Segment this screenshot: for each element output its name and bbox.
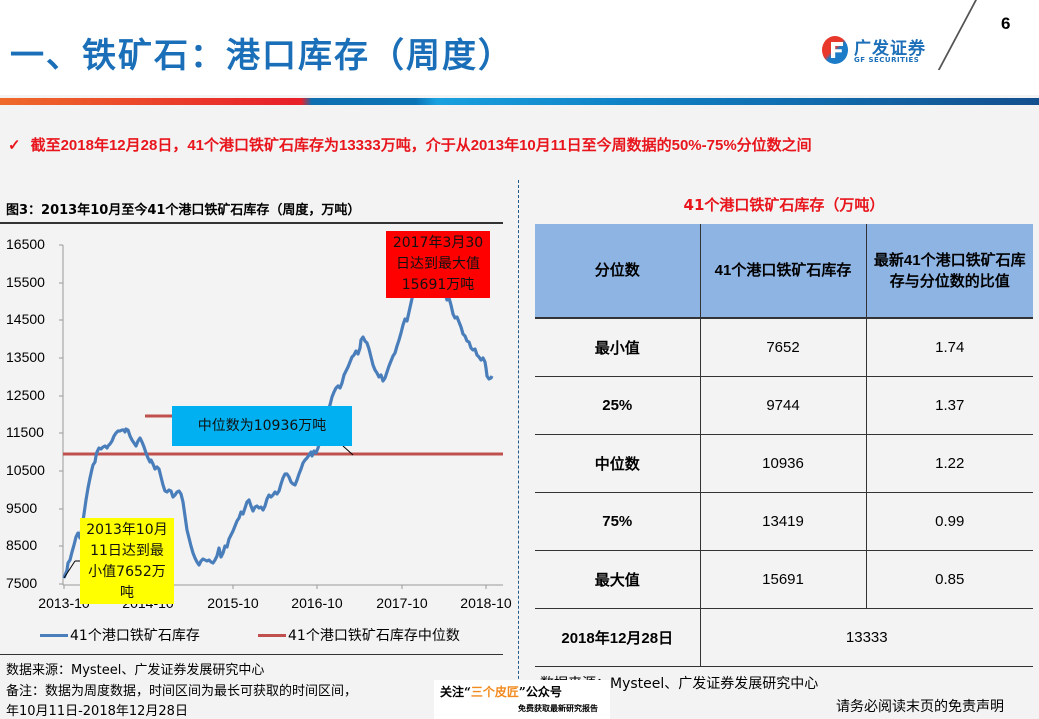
page-title: 一、铁矿石：港口库存（周度） bbox=[10, 36, 514, 76]
chart-note: 备注：数据为周度数据，时间区间为最长可获取的时间区间， bbox=[6, 684, 358, 699]
y-tick: 14500 bbox=[6, 311, 45, 327]
logo-text-en: GF SECURITIES bbox=[854, 56, 920, 64]
y-tick: 12500 bbox=[6, 387, 45, 403]
disclaimer: 请务必阅读末页的免责声明 bbox=[836, 699, 1004, 715]
key-finding: ✓ 截至2018年12月28日，41个港口铁矿石库存为13333万吨，介于从201… bbox=[8, 134, 812, 155]
legend-swatch-blue bbox=[40, 633, 68, 637]
header-color-bar bbox=[0, 98, 1039, 105]
y-tick: 9500 bbox=[6, 500, 38, 516]
table-row: 25% 9744 1.37 bbox=[535, 376, 1033, 435]
max-value-annotation: 2017年3月30 日达到最大值 15691万吨 bbox=[386, 231, 490, 298]
chart-note-2: 年10月11日-2018年12月28日 bbox=[6, 704, 188, 719]
chart-source: 数据来源：Mysteel、广发证券发展研究中心 bbox=[6, 663, 265, 678]
header: 一、铁矿石：港口库存（周度） 广发证券 GF SECURITIES 6 bbox=[0, 0, 1039, 95]
table-header: 最新41个港口铁矿石库存与分位数的比值 bbox=[865, 224, 1033, 319]
source-rule bbox=[0, 654, 503, 655]
table-row-latest: 2018年12月28日 13333 bbox=[535, 608, 1033, 667]
table-title: 41个港口铁矿石库存（万吨） bbox=[683, 196, 885, 214]
table-row: 最大值 15691 0.85 bbox=[535, 550, 1033, 609]
median-annotation: 中位数为10936万吨 bbox=[172, 406, 352, 446]
table-row: 75% 13419 0.99 bbox=[535, 492, 1033, 551]
y-tick: 10500 bbox=[6, 462, 45, 478]
x-tick: 2013-10 bbox=[38, 595, 90, 611]
legend-item-median: 41个港口铁矿石库存中位数 bbox=[258, 625, 460, 645]
min-value-annotation: 2013年10月 11日达到最 小值7652万 吨 bbox=[80, 518, 174, 604]
column-divider bbox=[518, 180, 519, 719]
legend-swatch-red bbox=[258, 633, 286, 637]
x-tick: 2016-10 bbox=[291, 595, 343, 611]
key-finding-text: 截至2018年12月28日，41个港口铁矿石库存为13333万吨，介于从2013… bbox=[30, 137, 812, 154]
logo-text-cn: 广发证券 bbox=[854, 39, 926, 59]
y-tick: 15500 bbox=[6, 274, 45, 290]
table-row: 中位数 10936 1.22 bbox=[535, 434, 1033, 493]
gf-logo-icon bbox=[822, 36, 848, 64]
y-tick: 13500 bbox=[6, 349, 45, 365]
legend-item-inventory: 41个港口铁矿石库存 bbox=[40, 625, 200, 645]
y-tick: 11500 bbox=[6, 424, 44, 440]
watermark-badge: 关注“三个皮匠”公众号 免费获取最新研究报告 bbox=[434, 680, 610, 719]
page-number: 6 bbox=[1001, 14, 1011, 33]
table-header: 41个港口铁矿石库存 bbox=[699, 224, 866, 319]
y-tick: 7500 bbox=[6, 575, 38, 591]
x-tick: 2017-10 bbox=[376, 595, 428, 611]
x-tick: 2018-10 bbox=[460, 595, 512, 611]
percentile-table: 分位数 41个港口铁矿石库存 最新41个港口铁矿石库存与分位数的比值 最小值 7… bbox=[535, 224, 1033, 667]
x-tick: 2015-10 bbox=[207, 595, 259, 611]
table-header: 分位数 bbox=[535, 224, 700, 319]
y-tick: 16500 bbox=[6, 236, 45, 252]
y-tick: 8500 bbox=[6, 537, 38, 553]
figure-title-rule bbox=[0, 222, 503, 224]
gf-securities-logo: 广发证券 GF SECURITIES bbox=[822, 36, 942, 66]
checkmark-icon: ✓ bbox=[8, 137, 21, 154]
table-row: 最小值 7652 1.74 bbox=[535, 318, 1033, 377]
figure-title: 图3：2013年10月至今41个港口铁矿石库存（周度，万吨） bbox=[6, 203, 361, 218]
